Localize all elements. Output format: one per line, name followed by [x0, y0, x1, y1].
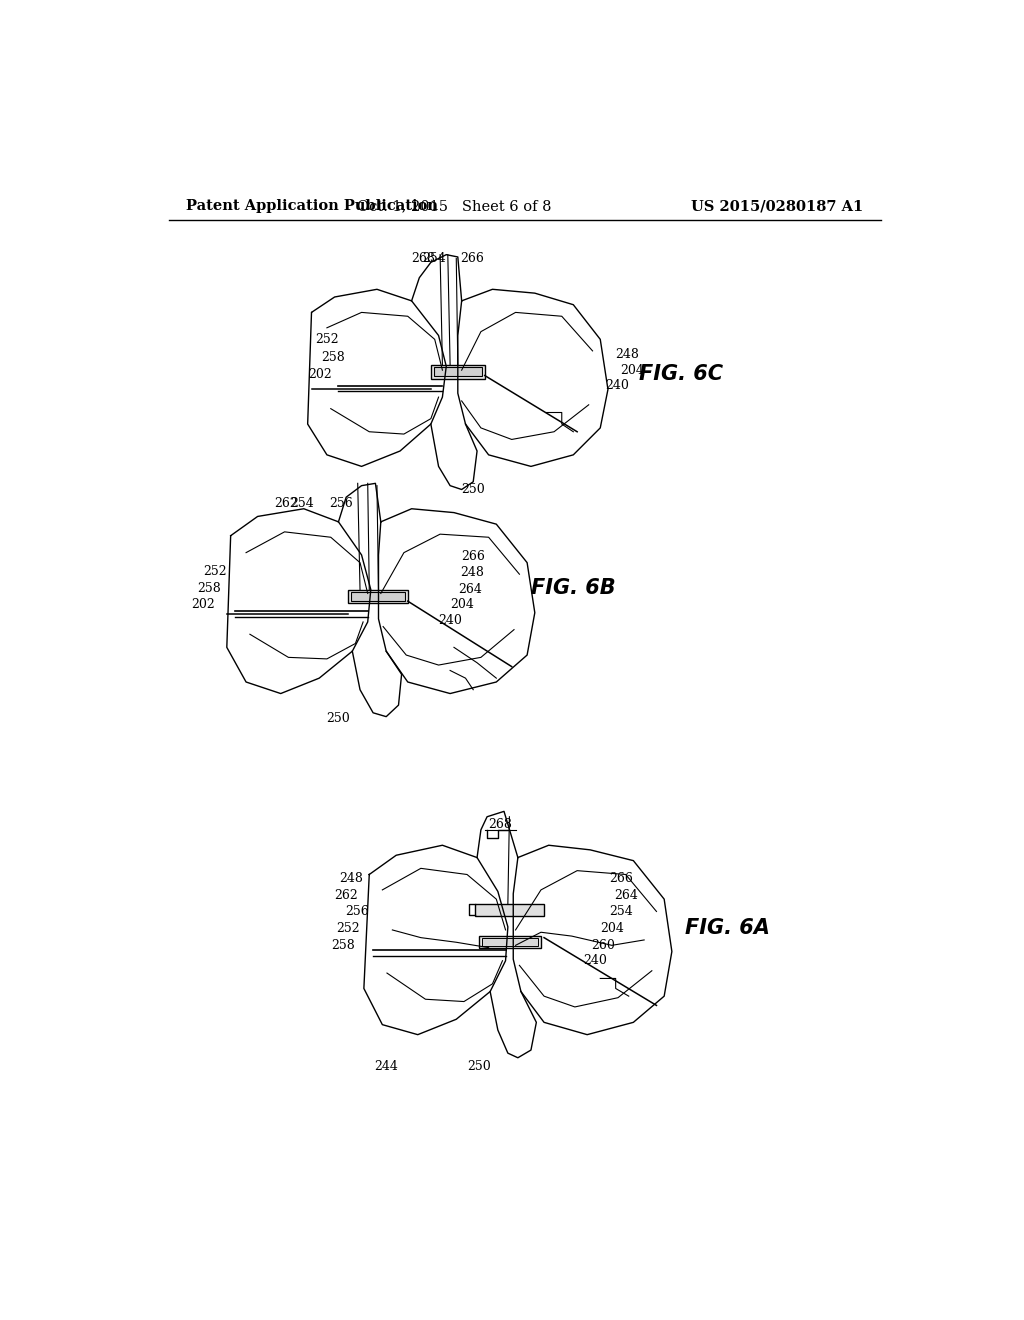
Text: 258: 258 [332, 939, 355, 952]
Text: FIG. 6A: FIG. 6A [685, 919, 770, 939]
Bar [351, 591, 404, 601]
Text: 248: 248 [460, 566, 484, 579]
Text: 266: 266 [462, 550, 485, 564]
Text: 204: 204 [621, 363, 644, 376]
Bar [479, 936, 541, 948]
Text: 268: 268 [411, 252, 435, 265]
Text: FIG. 6C: FIG. 6C [639, 364, 723, 384]
Text: 204: 204 [451, 598, 474, 611]
Text: 254: 254 [290, 496, 313, 510]
Text: 258: 258 [321, 351, 345, 363]
Text: 240: 240 [605, 379, 630, 392]
Text: US 2015/0280187 A1: US 2015/0280187 A1 [691, 199, 863, 213]
Text: 256: 256 [345, 906, 370, 917]
Text: 252: 252 [203, 565, 226, 578]
Bar [475, 904, 544, 916]
Text: 240: 240 [584, 954, 607, 968]
Text: 262: 262 [334, 888, 357, 902]
Text: 204: 204 [600, 921, 625, 935]
Text: 254: 254 [609, 906, 633, 917]
Bar [434, 367, 481, 376]
Text: 202: 202 [308, 367, 333, 380]
Text: 244: 244 [374, 1060, 398, 1073]
Text: 250: 250 [467, 1060, 490, 1073]
Text: 250: 250 [462, 483, 485, 496]
Text: 268: 268 [488, 818, 512, 832]
Text: FIG. 6B: FIG. 6B [531, 578, 615, 598]
Text: 266: 266 [460, 252, 484, 265]
Text: 254: 254 [423, 252, 446, 265]
Text: 252: 252 [337, 921, 360, 935]
Text: Patent Application Publication: Patent Application Publication [186, 199, 438, 213]
Text: 202: 202 [191, 598, 215, 611]
Text: 260: 260 [591, 939, 614, 952]
Text: 258: 258 [198, 582, 221, 594]
Text: 266: 266 [609, 871, 634, 884]
Text: Oct. 1, 2015   Sheet 6 of 8: Oct. 1, 2015 Sheet 6 of 8 [356, 199, 551, 213]
Text: 248: 248 [615, 348, 640, 362]
Bar [431, 364, 484, 379]
Text: 248: 248 [339, 871, 364, 884]
Text: 240: 240 [438, 614, 463, 627]
Text: 256: 256 [330, 496, 353, 510]
Text: 250: 250 [327, 713, 350, 726]
Text: 252: 252 [314, 333, 339, 346]
Text: 262: 262 [274, 496, 298, 510]
Text: 264: 264 [458, 583, 481, 597]
Bar [348, 590, 408, 603]
Text: 264: 264 [614, 888, 638, 902]
Bar [482, 939, 538, 946]
